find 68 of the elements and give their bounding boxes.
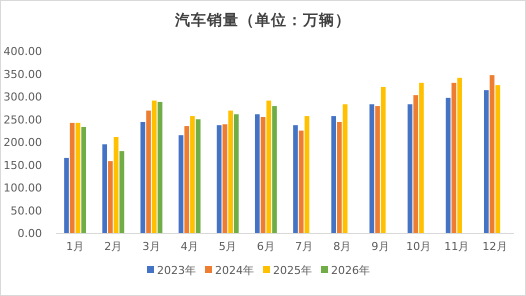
legend-label: 2025年 [273,264,312,277]
bar [337,122,342,233]
x-tick-label: 1月 [66,240,84,253]
y-tick-label: 250.00 [4,113,42,126]
bar [266,100,272,233]
y-tick-label: 300.00 [4,90,42,104]
bar [413,95,418,233]
y-tick-label: 0.00 [18,227,42,240]
bar [81,126,86,233]
x-tick-label: 4月 [180,240,199,253]
bar [484,90,489,233]
bar [375,106,380,233]
bar [222,124,228,233]
x-tick-label: 6月 [256,240,275,253]
x-tick-label: 10月 [406,240,432,253]
bar [76,122,80,233]
bar [457,78,462,233]
bar [452,82,456,233]
bar [490,75,494,233]
bar [64,158,69,233]
x-tick-label: 7月 [295,240,314,253]
x-tick-label: 5月 [218,240,237,253]
x-tick-label: 3月 [142,240,160,253]
bar [196,119,201,233]
y-tick-label: 400.00 [4,45,42,58]
y-tick-label: 50.00 [10,204,42,218]
bar [102,144,108,233]
bar [184,126,190,233]
bar [114,136,118,233]
x-tick-label: 9月 [371,240,390,253]
x-tick-label: 11月 [444,240,470,253]
y-tick-label: 200.00 [4,136,42,149]
bar [119,151,124,233]
bar [298,130,304,233]
bar [369,104,374,233]
y-tick-label: 350.00 [4,68,42,81]
bar [293,125,298,233]
legend-label: 2026年 [331,264,370,277]
bar [342,104,348,233]
bar [178,135,184,233]
x-tick-label: 2月 [104,240,122,253]
bar [419,82,424,233]
bar [254,114,260,233]
bar [152,100,157,233]
bar [158,102,162,233]
bar [70,122,75,233]
bar [304,116,310,233]
x-tick-label: 12月 [482,240,508,253]
bar [380,86,386,233]
y-tick-label: 100.00 [4,182,42,194]
bar [216,125,222,233]
y-tick-label: 150.00 [4,158,42,172]
x-tick-label: 8月 [333,240,352,253]
chart-title: 汽车销量（单位：万辆） [174,11,351,29]
bar [260,116,266,233]
bar [446,98,451,233]
bar [495,85,500,233]
bar [331,116,336,233]
legend-label: 2023年 [157,264,196,277]
bar [228,110,233,233]
bar [140,122,146,233]
bar [408,104,412,233]
bar [108,161,113,233]
legend-label: 2024年 [215,264,254,277]
bar [272,106,277,233]
bar [190,116,195,233]
bar [234,114,239,233]
bar [146,110,151,233]
